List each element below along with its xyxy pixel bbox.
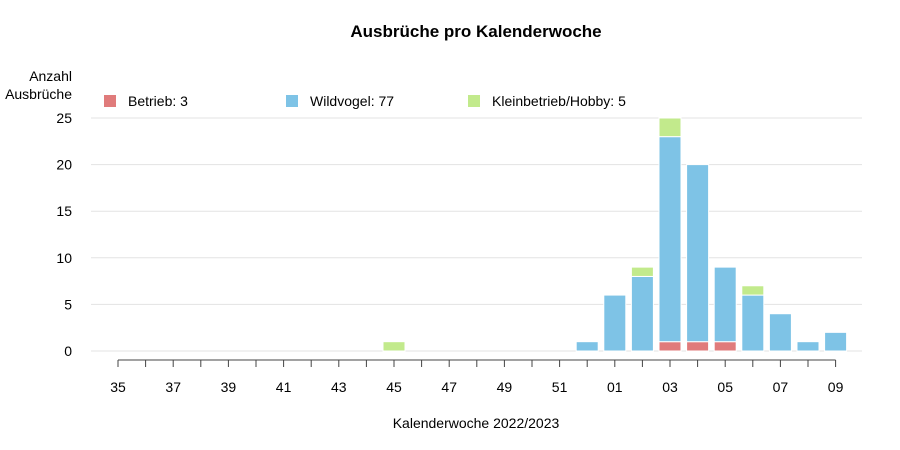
legend-label-2: Kleinbetrieb/Hobby: 5 bbox=[492, 93, 626, 109]
x-tick-label: 49 bbox=[497, 379, 513, 395]
bar-segment-wildvogel-kw02 bbox=[630, 275, 654, 352]
x-tick-label: 05 bbox=[717, 379, 733, 395]
bar-segment-wildvogel-kw06 bbox=[741, 294, 765, 352]
x-tick-label: 37 bbox=[165, 379, 181, 395]
y-axis-label-line-1: Anzahl bbox=[29, 68, 72, 84]
bar-segment-wildvogel-kw08 bbox=[796, 341, 820, 352]
x-tick-label: 01 bbox=[607, 379, 623, 395]
y-tick-label: 0 bbox=[64, 343, 72, 359]
bars bbox=[382, 117, 848, 352]
bar-segment-wildvogel-kw07 bbox=[768, 313, 792, 352]
legend-swatch-0 bbox=[104, 95, 116, 107]
bar-segment-betrieb-kw03 bbox=[658, 341, 682, 352]
y-tick-label: 25 bbox=[56, 110, 72, 126]
bar-segment-kleinbetrieb-hobby-kw02 bbox=[630, 266, 654, 277]
bar-segment-wildvogel-kw05 bbox=[713, 266, 737, 343]
chart-title: Ausbrüche pro Kalenderwoche bbox=[350, 22, 601, 41]
x-tick-label: 39 bbox=[221, 379, 237, 395]
x-tick-label: 09 bbox=[828, 379, 844, 395]
bar-segment-kleinbetrieb-hobby-kw06 bbox=[741, 285, 765, 296]
x-axis: 35 37 39 41 43 45 47 49 51 01 03 05 07 09 bbox=[110, 359, 844, 395]
legend: Betrieb: 3 Wildvogel: 77 Kleinbetrieb/Hobb… bbox=[104, 93, 626, 109]
bar-segment-betrieb-kw04 bbox=[686, 341, 710, 352]
y-tick-label: 5 bbox=[64, 296, 72, 312]
x-tick-label: 03 bbox=[662, 379, 678, 395]
y-tick-label: 10 bbox=[56, 250, 72, 266]
x-axis-label: Kalenderwoche 2022/2023 bbox=[393, 415, 560, 431]
bar-segment-kleinbetrieb-hobby-kw45 bbox=[382, 341, 406, 352]
x-tick-label: 43 bbox=[331, 379, 347, 395]
y-tick-label: 15 bbox=[56, 203, 72, 219]
legend-label-0: Betrieb: 3 bbox=[128, 93, 188, 109]
legend-swatch-2 bbox=[468, 95, 480, 107]
bar-segment-wildvogel-kw01 bbox=[603, 294, 627, 352]
y-axis-label-line-2: Ausbrüche bbox=[5, 86, 72, 102]
x-tick-label: 45 bbox=[386, 379, 402, 395]
bar-segment-wildvogel-kw09 bbox=[824, 331, 848, 352]
bar-segment-wildvogel-kw04 bbox=[686, 164, 710, 343]
x-tick-label: 07 bbox=[773, 379, 789, 395]
x-tick-label: 35 bbox=[110, 379, 126, 395]
bar-segment-kleinbetrieb-hobby-kw03 bbox=[658, 117, 682, 138]
legend-label-1: Wildvogel: 77 bbox=[310, 93, 394, 109]
bar-segment-wildvogel-kw03 bbox=[658, 136, 682, 343]
y-tick-label: 20 bbox=[56, 157, 72, 173]
bar-segment-wildvogel-kw52 bbox=[575, 341, 599, 352]
bar-segment-betrieb-kw05 bbox=[713, 341, 737, 352]
y-axis-ticks: 0 5 10 15 20 25 bbox=[56, 110, 72, 359]
legend-swatch-1 bbox=[286, 95, 298, 107]
x-tick-label: 51 bbox=[552, 379, 568, 395]
x-tick-label: 41 bbox=[276, 379, 292, 395]
x-tick-label: 47 bbox=[441, 379, 457, 395]
